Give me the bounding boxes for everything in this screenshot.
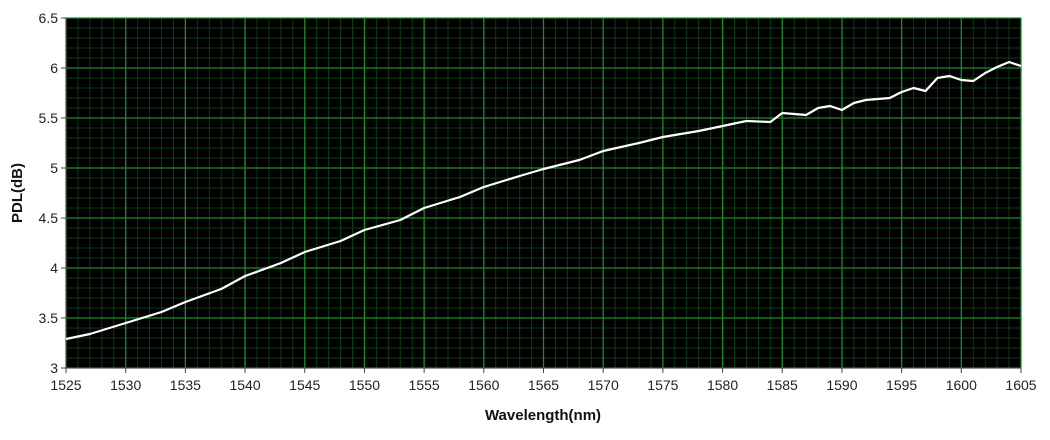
x-tick-label: 1575 bbox=[647, 377, 678, 393]
x-tick-label: 1530 bbox=[110, 377, 141, 393]
x-tick-label: 1565 bbox=[528, 377, 559, 393]
x-tick-label: 1555 bbox=[409, 377, 440, 393]
x-tick-label: 1590 bbox=[826, 377, 857, 393]
y-tick-label: 6 bbox=[50, 60, 58, 76]
x-tick-label: 1570 bbox=[588, 377, 619, 393]
y-tick-label: 5.5 bbox=[39, 110, 59, 126]
x-tick-label: 1525 bbox=[50, 377, 81, 393]
x-tick-group: 1525 1530 1535 1540 1545 1550 1555 1560 1565 1570… bbox=[50, 368, 1037, 393]
x-tick-label: 1545 bbox=[289, 377, 320, 393]
x-tick-label: 1600 bbox=[946, 377, 977, 393]
x-tick-label: 1580 bbox=[707, 377, 738, 393]
x-tick-label: 1605 bbox=[1005, 377, 1036, 393]
y-tick-label: 5 bbox=[50, 160, 58, 176]
y-tick-label: 3.5 bbox=[39, 310, 59, 326]
x-tick-label: 1585 bbox=[767, 377, 798, 393]
x-axis-label: Wavelength(nm) bbox=[485, 407, 601, 424]
x-tick-label: 1595 bbox=[886, 377, 917, 393]
x-tick-label: 1535 bbox=[170, 377, 201, 393]
y-tick-label: 4.5 bbox=[39, 210, 59, 226]
pdl-series-line bbox=[65, 60, 1022, 341]
y-tick-label: 4 bbox=[50, 260, 58, 276]
y-tick-label: 3 bbox=[50, 360, 58, 376]
x-tick-label: 1550 bbox=[349, 377, 380, 393]
y-tick-label: 6.5 bbox=[39, 10, 59, 26]
x-tick-label: 1540 bbox=[229, 377, 260, 393]
y-axis-label: PDL(dB) bbox=[9, 163, 26, 223]
x-tick-label: 1560 bbox=[468, 377, 499, 393]
y-tick-group: 3 3.5 4 4.5 5 5.5 6 6.5 bbox=[39, 10, 66, 376]
